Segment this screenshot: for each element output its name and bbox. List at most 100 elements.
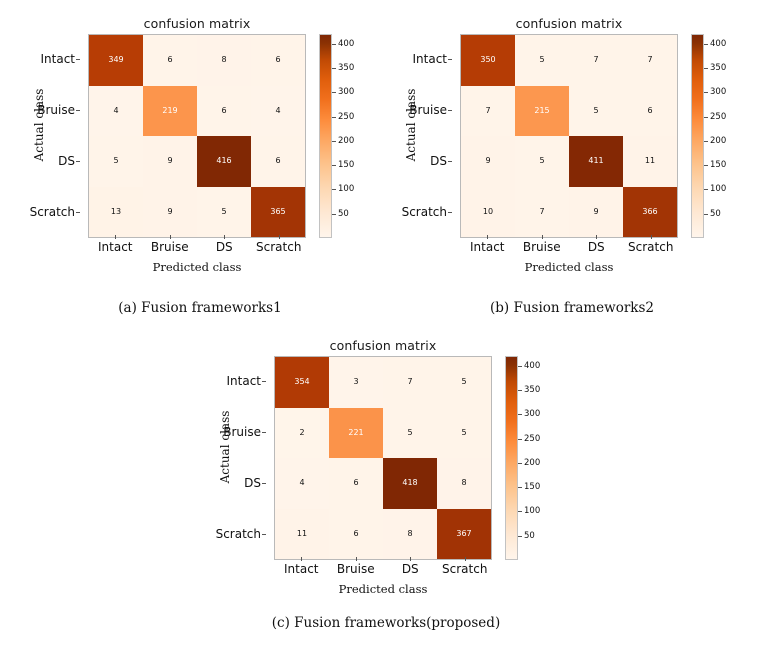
subfigure-caption-c: (c) Fusion frameworks(proposed) [271,615,501,631]
colorbar-b: 400 350 300 250 200 150 100 50 [691,34,741,238]
colorbar-tick-label: 200 [704,136,726,146]
heatmap-cell: 5 [515,136,569,187]
colorbar-tick-label: 300 [518,409,540,419]
x-axis-label-b: Predicted class [524,260,614,274]
plot-area-b: confusion matrix Actual class Intact Brui… [394,14,744,286]
confusion-matrix-panel-b: confusion matrix Actual class Intact Brui… [394,14,744,286]
heatmap-cell: 11 [275,508,329,559]
heatmap-cell: 219 [143,85,197,136]
heatmap-cell: 11 [623,136,677,187]
colorbar-tick-label: 100 [518,506,540,516]
y-tick-label: Scratch [30,187,81,238]
x-tick-label: Bruise [143,235,198,254]
heatmap-cell: 7 [461,85,515,136]
heatmap-grid-b: 350 5 7 7 7 215 5 6 9 5 411 11 10 7 9 366 [460,34,678,238]
colorbar-tick-labels-c: 400 350 300 250 200 150 100 50 [518,356,554,560]
colorbar-tick-label: 50 [518,531,535,541]
colorbar-gradient-a [319,34,332,238]
heatmap-cell: 6 [329,508,383,559]
colorbar-tick-label: 200 [332,136,354,146]
y-tick-labels-c: Intact Bruise DS Scratch [208,356,268,560]
heatmap-cell: 350 [461,35,515,86]
x-tick-label: Scratch [252,235,307,254]
heatmap-cell: 8 [437,458,491,509]
y-tick-label: Intact [412,34,452,85]
x-tick-label: Scratch [438,557,493,576]
x-tick-labels-b: Intact Bruise DS Scratch [460,235,679,254]
colorbar-tick-label: 150 [332,160,354,170]
heatmap-cell: 6 [197,85,251,136]
heatmap-cell: 6 [143,35,197,86]
x-tick-label: Intact [88,235,143,254]
y-tick-label: Bruise [223,407,266,458]
heatmap-cell: 416 [197,136,251,187]
colorbar-tick-label: 300 [704,87,726,97]
x-tick-labels-c: Intact Bruise DS Scratch [274,557,493,576]
heatmap-cell: 4 [89,85,143,136]
plot-title-b: confusion matrix [515,16,623,31]
heatmap-cell: 13 [89,186,143,237]
colorbar-gradient-b [691,34,704,238]
heatmap-cell: 349 [89,35,143,86]
subfigure-caption-b: (b) Fusion frameworks2 [489,300,654,316]
colorbar-tick-label: 200 [518,458,540,468]
plot-title-a: confusion matrix [143,16,251,31]
heatmap-cell: 7 [515,186,569,237]
heatmap-cell: 418 [383,458,437,509]
heatmap-cell: 6 [251,136,305,187]
colorbar-tick-label: 400 [518,361,540,371]
colorbar-tick-label: 150 [518,482,540,492]
heatmap-cell: 5 [437,357,491,408]
y-tick-label: Bruise [37,85,80,136]
subfigure-caption-a: (a) Fusion frameworks1 [118,300,282,316]
colorbar-tick-label: 100 [704,184,726,194]
colorbar-tick-label: 300 [332,87,354,97]
heatmap-cell: 3 [329,357,383,408]
heatmap-cell: 5 [89,136,143,187]
heatmap-cell: 7 [383,357,437,408]
heatmap-cell: 9 [143,186,197,237]
heatmap-cell: 6 [329,458,383,509]
x-tick-label: Scratch [624,235,679,254]
heatmap-grid-a: 349 6 8 6 4 219 6 4 5 9 416 6 13 9 5 365 [88,34,306,238]
heatmap-cell: 10 [461,186,515,237]
heatmap-cell: 215 [515,85,569,136]
heatmap-cell: 354 [275,357,329,408]
colorbar-tick-labels-b: 400 350 300 250 200 150 100 50 [704,34,740,238]
x-axis-label-c: Predicted class [338,582,428,596]
colorbar-tick-label: 250 [518,434,540,444]
heatmap-cell: 5 [437,407,491,458]
heatmap-cell: 5 [383,407,437,458]
y-tick-label: DS [430,136,452,187]
heatmap-cell: 5 [515,35,569,86]
colorbar-tick-label: 150 [704,160,726,170]
heatmap-cell: 5 [197,186,251,237]
y-tick-label: Intact [40,34,80,85]
heatmap-cell: 367 [437,508,491,559]
heatmap-cell: 8 [197,35,251,86]
colorbar-tick-labels-a: 400 350 300 250 200 150 100 50 [332,34,368,238]
heatmap-cell: 9 [143,136,197,187]
colorbar-c: 400 350 300 250 200 150 100 50 [505,356,555,560]
heatmap-cell: 6 [251,35,305,86]
heatmap-cell: 2 [275,407,329,458]
heatmap-cell: 411 [569,136,623,187]
plot-title-c: confusion matrix [329,338,437,353]
colorbar-tick-label: 50 [704,209,721,219]
colorbar-tick-label: 100 [332,184,354,194]
heatmap-cell: 8 [383,508,437,559]
y-tick-labels-b: Intact Bruise DS Scratch [394,34,454,238]
heatmap-cell: 4 [251,85,305,136]
heatmap-cell: 6 [623,85,677,136]
x-axis-label-a: Predicted class [152,260,242,274]
heatmap-cell: 4 [275,458,329,509]
colorbar-tick-label: 350 [518,385,540,395]
heatmap-cell: 366 [623,186,677,237]
colorbar-tick-label: 350 [704,63,726,73]
plot-area-a: confusion matrix Actual class Intact Brui… [22,14,372,286]
y-tick-label: Scratch [402,187,453,238]
colorbar-tick-label: 50 [332,209,349,219]
heatmap-cell: 9 [569,186,623,237]
confusion-matrix-panel-a: confusion matrix Actual class Intact Brui… [22,14,372,286]
confusion-matrix-panel-c: confusion matrix Actual class Intact Brui… [208,336,558,608]
